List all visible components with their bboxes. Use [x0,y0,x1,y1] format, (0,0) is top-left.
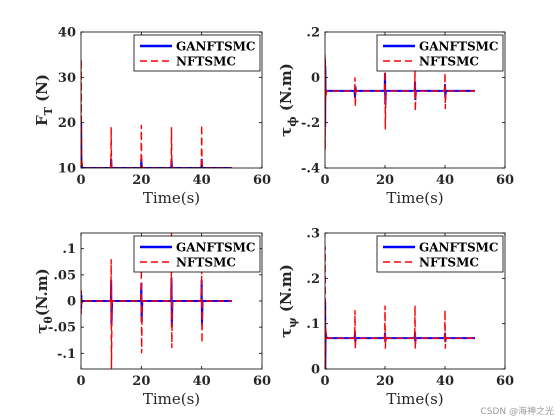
legend-box [133,34,261,72]
x-tick-label: 0 [320,374,329,389]
x-tick-label: 0 [320,173,329,188]
legend-label-ganftsmc: GANFTSMC [419,241,498,255]
series-line-nftsmc [81,59,232,168]
series-line-nftsmc [81,233,232,369]
x-tick-label: 20 [132,374,150,389]
x-axis-label: Time(s) [386,189,443,207]
y-axis-label-main: τ [277,127,295,137]
y-axis-label-unit: (N) [33,74,51,107]
x-tick-label: 60 [253,173,271,188]
y-axis-label-subscript: ψ [286,317,299,327]
axes-box [80,31,263,169]
y-tick-label: .3 [306,227,320,242]
y-axis-label: τϕ (N.m) [277,63,299,137]
chart-panel-3: 0 20 40 60 -.1 -.05 0 .05 .1 Time(s) τθ(N.m) GANFTS… [33,232,271,408]
y-axis-label: τθ(N.m) [33,268,55,333]
series-line-nftsmc [325,246,475,369]
x-tick-label: 0 [76,173,85,188]
y-tick-label: -.05 [48,321,76,336]
x-tick-label: 40 [193,374,211,389]
axes-box [324,31,506,169]
y-tick-label: -.1 [57,347,76,362]
x-tick-label: 0 [76,374,85,389]
y-tick-label: -.4 [301,162,320,177]
y-tick-label: .1 [62,242,76,257]
y-tick-label: 0 [311,363,320,378]
x-axis-label: Time(s) [386,390,443,408]
x-tick-label: 20 [376,374,394,389]
y-tick-label: 0 [311,71,320,86]
axes-box [324,232,506,370]
x-tick-label: 60 [496,374,514,389]
x-tick-label: 20 [376,173,394,188]
series-line-ganftsmc [81,277,232,328]
legend-label-nftsmc: NFTSMC [176,256,236,270]
x-tick-label: 60 [496,173,514,188]
y-tick-label: .2 [306,272,320,287]
y-axis-label-main: τ [277,328,295,338]
chart-panel-2: 0 20 40 60 -.4 -.2 0 .2 Time(s) τϕ (N.m) GANFTSMCN… [277,26,514,208]
y-axis-label-subscript: θ [42,316,55,323]
x-tick-label: 40 [436,374,454,389]
y-axis-label-subscript: ϕ [286,116,299,126]
y-tick-label: 20 [58,116,76,131]
y-tick-label: 0 [67,295,76,310]
y-axis-label-unit: (N.m) [277,63,295,116]
legend-label-nftsmc: NFTSMC [419,55,479,69]
watermark-text: CSDN @海神之光 [480,407,554,417]
x-tick-label: 40 [436,173,454,188]
y-tick-label: .05 [53,268,76,283]
x-tick-label: 60 [253,374,271,389]
x-tick-label: 40 [193,173,211,188]
y-axis-label: FT (N) [33,74,55,126]
legend-label-nftsmc: NFTSMC [176,55,236,69]
legend-label-ganftsmc: GANFTSMC [419,40,498,54]
x-axis-label: Time(s) [143,189,200,207]
series-line-ganftsmc [325,300,475,369]
y-tick-label: 10 [58,162,76,177]
y-axis-label-main: F [33,115,51,126]
y-axis-label-main: τ [33,324,51,334]
legend-label-ganftsmc: GANFTSMC [176,40,255,54]
legend-label-ganftsmc: GANFTSMC [176,241,255,255]
y-tick-label: 40 [58,26,76,41]
chart-panel-4: 0 20 40 60 0 .1 .2 .3 Time(s) τψ (N.m) GANFTSMCNFT… [277,227,514,409]
series-line-ganftsmc [81,122,232,168]
y-tick-label: .2 [306,26,320,41]
y-axis-label-unit: (N.m) [277,264,295,317]
y-tick-label: -.2 [301,116,320,131]
x-axis-label: Time(s) [143,390,200,408]
y-tick-label: .1 [306,317,320,332]
legend-label-nftsmc: NFTSMC [419,256,479,270]
legend-box [376,34,504,72]
y-axis-label: τψ (N.m) [277,264,299,338]
x-tick-label: 20 [132,173,150,188]
legend-box [133,235,261,273]
y-tick-label: 30 [58,71,76,86]
y-axis-label-subscript: T [42,106,55,115]
y-axis-label-unit: (N.m) [33,268,51,316]
legend-box [376,235,504,273]
